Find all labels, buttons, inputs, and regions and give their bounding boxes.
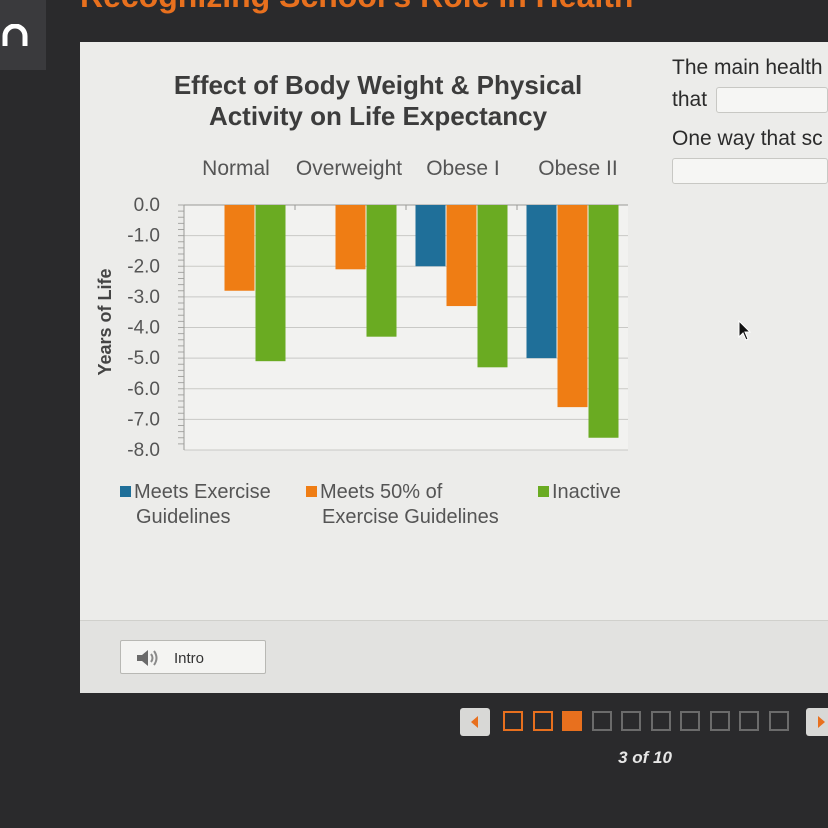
y-tick-label: -2.0 — [127, 256, 160, 277]
legend-label: Guidelines — [136, 506, 231, 528]
speaker-icon — [137, 650, 158, 666]
answer-dropdown-1[interactable] — [716, 87, 828, 113]
legend-swatch — [538, 486, 549, 497]
next-page-button[interactable] — [806, 708, 828, 736]
page-indicator[interactable] — [709, 711, 730, 731]
page-indicator[interactable] — [739, 711, 759, 731]
bar — [224, 205, 255, 291]
bar — [366, 205, 397, 337]
x-category-label: Overweight — [296, 157, 402, 180]
left-rail — [0, 0, 46, 70]
intro-audio-button[interactable]: Intro — [120, 640, 266, 674]
legend-label: Inactive — [552, 481, 621, 503]
bar — [526, 205, 557, 359]
page-indicator[interactable] — [621, 711, 641, 731]
chevron-right-icon — [818, 716, 825, 728]
question-line1-cont: that — [672, 88, 708, 111]
bar — [255, 205, 286, 362]
legend-swatch — [120, 486, 131, 497]
x-category-label: Obese II — [538, 157, 617, 180]
answer-dropdown-2[interactable] — [672, 158, 828, 184]
chevron-left-icon — [471, 716, 478, 728]
page-title: Recognizing School's Role in Health — [80, 0, 828, 18]
chart-title-line: Activity on Life Expectancy — [209, 101, 548, 131]
bar — [557, 205, 588, 408]
page-indicator[interactable] — [591, 711, 612, 731]
question-line1: The main health — [672, 56, 823, 79]
bar — [588, 205, 619, 438]
mouse-pointer-icon — [738, 320, 752, 341]
page-indicator[interactable] — [650, 711, 671, 731]
x-category-label: Obese I — [426, 157, 500, 180]
home-icon[interactable] — [2, 24, 28, 50]
y-tick-label: -7.0 — [127, 409, 160, 430]
page-indicator[interactable] — [503, 711, 523, 731]
y-axis-label: Years of Life — [95, 268, 115, 375]
y-tick-label: -3.0 — [127, 287, 160, 308]
intro-label: Intro — [174, 650, 205, 667]
y-tick-label: -5.0 — [127, 348, 160, 369]
page-indicator[interactable] — [768, 711, 789, 731]
x-category-label: Normal — [202, 157, 270, 180]
legend-label: Exercise Guidelines — [322, 506, 499, 528]
page-indicator[interactable] — [562, 711, 582, 731]
life-expectancy-chart: Effect of Body Weight & PhysicalActivity… — [95, 70, 628, 528]
y-tick-label: -4.0 — [127, 318, 160, 339]
bar — [335, 205, 366, 270]
bar — [477, 205, 508, 368]
bar — [415, 205, 446, 267]
y-tick-label: -8.0 — [127, 440, 160, 461]
question-line2: One way that sc — [672, 127, 823, 150]
y-tick-label: -6.0 — [127, 379, 160, 400]
page-indicator[interactable] — [532, 711, 553, 731]
page-count: 3 of 10 — [618, 748, 672, 767]
y-tick-label: -1.0 — [127, 226, 160, 247]
y-tick-label: 0.0 — [134, 195, 160, 216]
legend-label: Meets 50% of — [320, 481, 443, 503]
prev-page-button[interactable] — [460, 708, 490, 736]
bar — [446, 205, 477, 307]
legend-swatch — [306, 486, 317, 497]
legend-label: Meets Exercise — [134, 481, 271, 503]
page-indicator[interactable] — [680, 711, 700, 731]
chart-title-line: Effect of Body Weight & Physical — [174, 70, 582, 100]
